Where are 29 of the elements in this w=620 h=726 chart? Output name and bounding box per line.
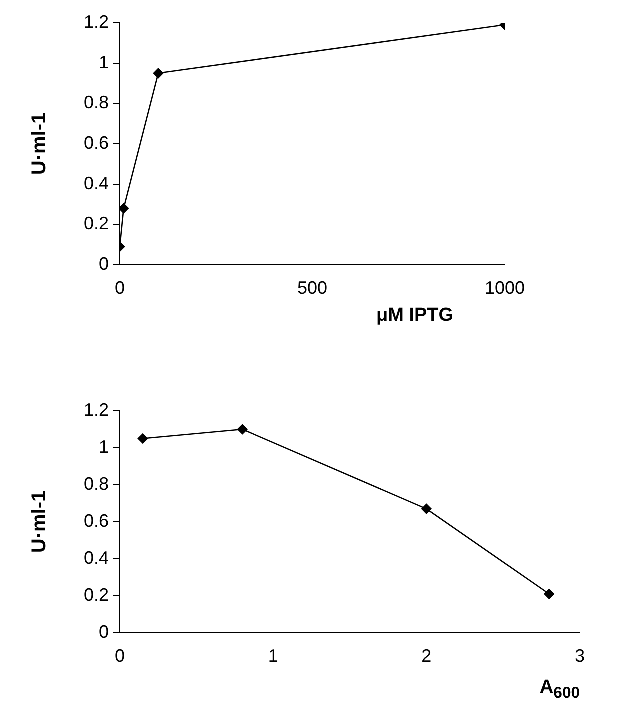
- y-tick-label: 0.2: [84, 584, 109, 605]
- x-tick-label: 0: [114, 646, 126, 666]
- y-tick-label: 0: [98, 622, 109, 642]
- y-tick-label: 0.4: [84, 548, 109, 568]
- y-tick-label: 1.2: [84, 12, 109, 32]
- y-tick-label: 0.2: [84, 214, 109, 234]
- y-tick-label: 1.2: [84, 400, 109, 420]
- point: [544, 589, 554, 600]
- x-tick-label: 1000: [484, 278, 526, 298]
- y-tick-label: 0.6: [84, 510, 109, 531]
- y-axis-title: U·ml-1: [28, 490, 52, 554]
- x-tick-label: 0: [114, 278, 126, 298]
- y-tick-label: 0.4: [84, 173, 109, 194]
- y-axis-title: U·ml-1: [28, 112, 52, 176]
- point: [138, 434, 148, 444]
- x-axis-title: μM IPTG: [376, 305, 454, 327]
- y-tick-label: 0.6: [84, 132, 109, 153]
- y-tick-label: 0: [98, 254, 109, 274]
- x-tick-label: 2: [422, 646, 432, 666]
- point: [422, 504, 432, 514]
- y-tick-label: 0.8: [84, 474, 109, 494]
- x-tick-label: 1: [268, 646, 278, 666]
- y-tick-label: 1: [98, 436, 109, 457]
- x-tick-label: 3: [574, 646, 586, 666]
- x-tick-label: 500: [297, 278, 328, 298]
- y-tick-label: 0.8: [84, 92, 109, 113]
- point: [238, 424, 248, 435]
- x-axis-title: A$_{600}$: [540, 677, 580, 703]
- y-tick-label: 1: [98, 52, 109, 72]
